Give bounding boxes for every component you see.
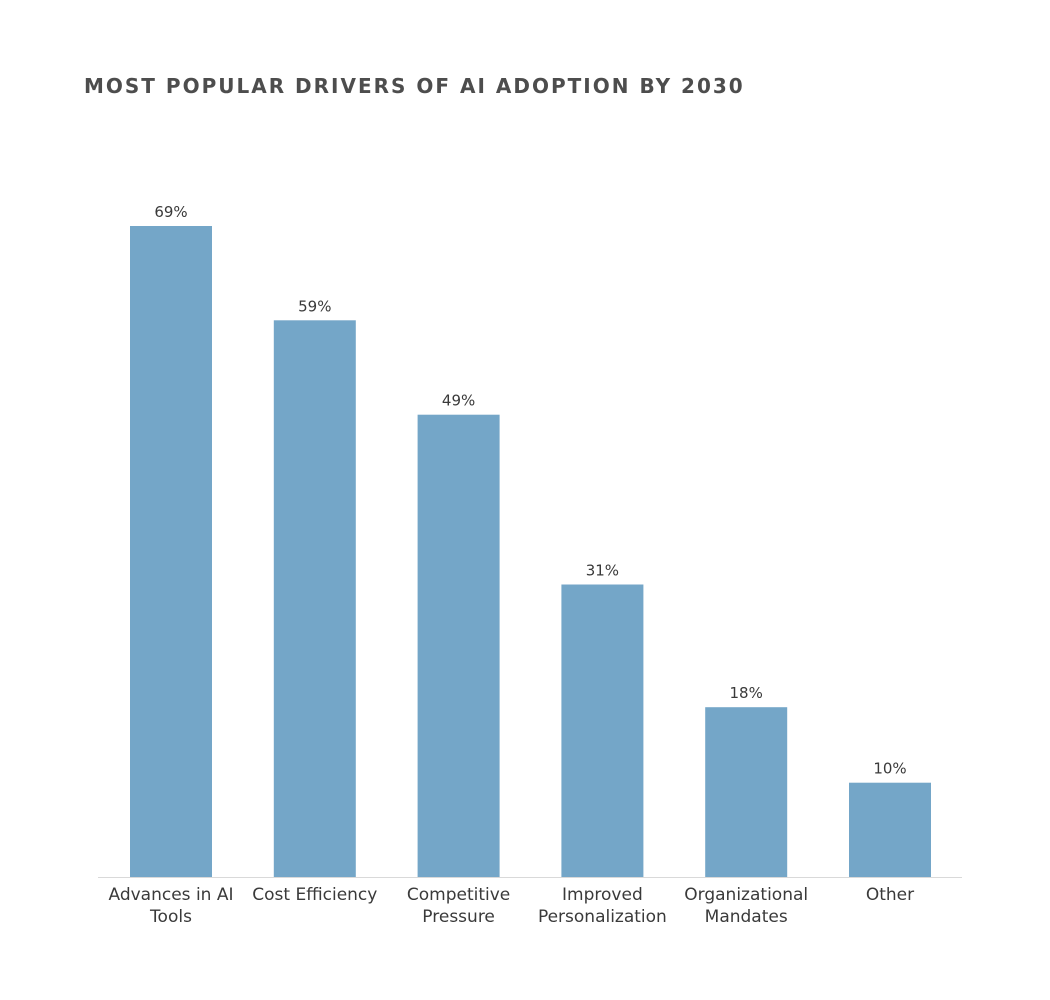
- x-tick-label-2-line-0: Competitive: [407, 885, 510, 905]
- bar-3: [561, 584, 644, 877]
- x-tick-label-3-line-0: Improved: [562, 885, 643, 905]
- tick-labels-layer: Advances in AI Tools Cost Efficiency Compet…: [109, 885, 915, 927]
- x-tick-label-5: Other: [866, 885, 914, 905]
- bar-2: [417, 414, 500, 877]
- value-label-4: 18%: [730, 684, 763, 702]
- x-tick-label-3-line-1: Personalization: [538, 907, 667, 927]
- value-label-3: 31%: [586, 562, 619, 580]
- x-tick-label-4: Organizational Mandates: [684, 885, 808, 927]
- x-tick-label-0-line-1: Tools: [149, 907, 192, 927]
- chart-title: MOST POPULAR DRIVERS OF AI ADOPTION BY 2…: [84, 74, 745, 98]
- x-tick-label-2: Competitive Pressure: [407, 885, 510, 927]
- bar-1: [273, 320, 356, 877]
- value-labels-layer: 69% 59% 49% 31% 18% 10%: [154, 203, 906, 778]
- bar-0: [130, 226, 212, 877]
- bar-4: [705, 707, 788, 877]
- x-tick-label-0: Advances in AI Tools: [109, 885, 234, 927]
- x-tick-label-5-line-0: Other: [866, 885, 914, 905]
- bar-5: [849, 782, 931, 877]
- bars-layer: [130, 226, 931, 877]
- x-tick-label-4-line-0: Organizational: [684, 885, 808, 905]
- x-tick-label-4-line-1: Mandates: [705, 907, 788, 927]
- x-tick-label-0-line-0: Advances in AI: [109, 885, 234, 905]
- value-label-1: 59%: [298, 297, 331, 315]
- x-tick-label-3: Improved Personalization: [538, 885, 667, 927]
- value-label-5: 10%: [873, 760, 906, 778]
- x-tick-label-2-line-1: Pressure: [422, 907, 495, 927]
- x-tick-label-1: Cost Efficiency: [252, 885, 377, 905]
- value-label-2: 49%: [442, 392, 475, 410]
- x-tick-label-1-line-0: Cost Efficiency: [252, 885, 377, 905]
- value-label-0: 69%: [154, 203, 187, 221]
